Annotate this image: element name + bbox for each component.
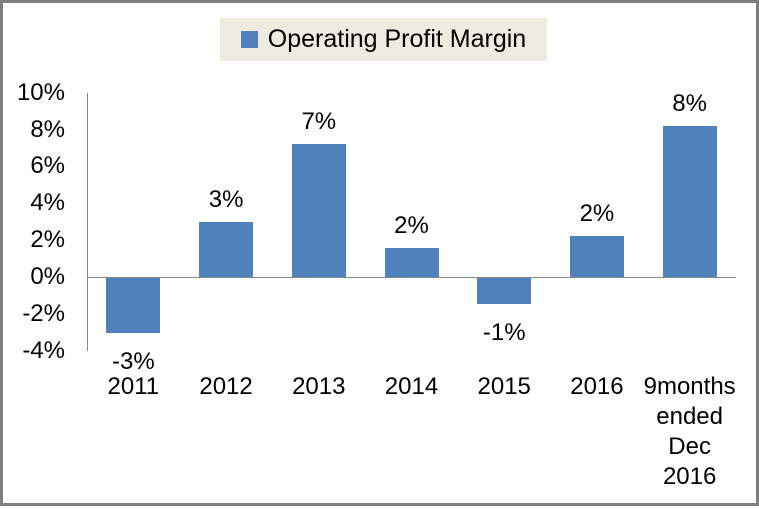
y-tick-label: 0% [30,263,65,290]
legend: Operating Profit Margin [220,18,547,61]
y-tick-label: 2% [30,226,65,254]
data-label: 2% [394,211,429,239]
bar-2011 [106,278,161,334]
y-tick-label: -2% [22,299,65,327]
category-label: 2013 [292,373,346,400]
y-tick-label: 10% [16,78,65,106]
data-label: 8% [672,89,707,117]
y-axis-line [87,93,88,351]
y-tick-label: 8% [30,115,65,143]
category-label: 2016 [570,373,624,400]
x-axis-zero-line [87,277,736,278]
category-label: 2014 [384,373,439,400]
y-tick-label: -4% [22,336,65,364]
bar-2015 [477,278,532,304]
bar-2012 [199,221,254,277]
legend-label: Operating Profit Margin [267,25,527,53]
category-label: 2011 [107,373,160,400]
plot-area: 10% 8% 6% 4% 2% 0% -2% -4% -3% 2011 3% 2012 7% 2013 2%… [3,3,759,509]
bar-9months [662,125,717,277]
category-label: 2015 [477,373,531,400]
bar-2016 [569,236,624,277]
data-label: -1% [482,318,526,346]
bar-2013 [291,144,346,277]
legend-marker-icon [240,31,258,48]
bar-2014 [384,247,439,277]
category-label: 2012 [199,373,253,400]
data-label: -3% [112,348,155,376]
data-label: 2% [579,200,615,228]
y-tick-label: 6% [30,152,65,180]
data-label: 3% [208,185,244,213]
y-tick-label: 4% [30,189,65,217]
data-label: 7% [301,108,337,136]
category-label: 9months ended Dec 2016 [643,373,736,490]
